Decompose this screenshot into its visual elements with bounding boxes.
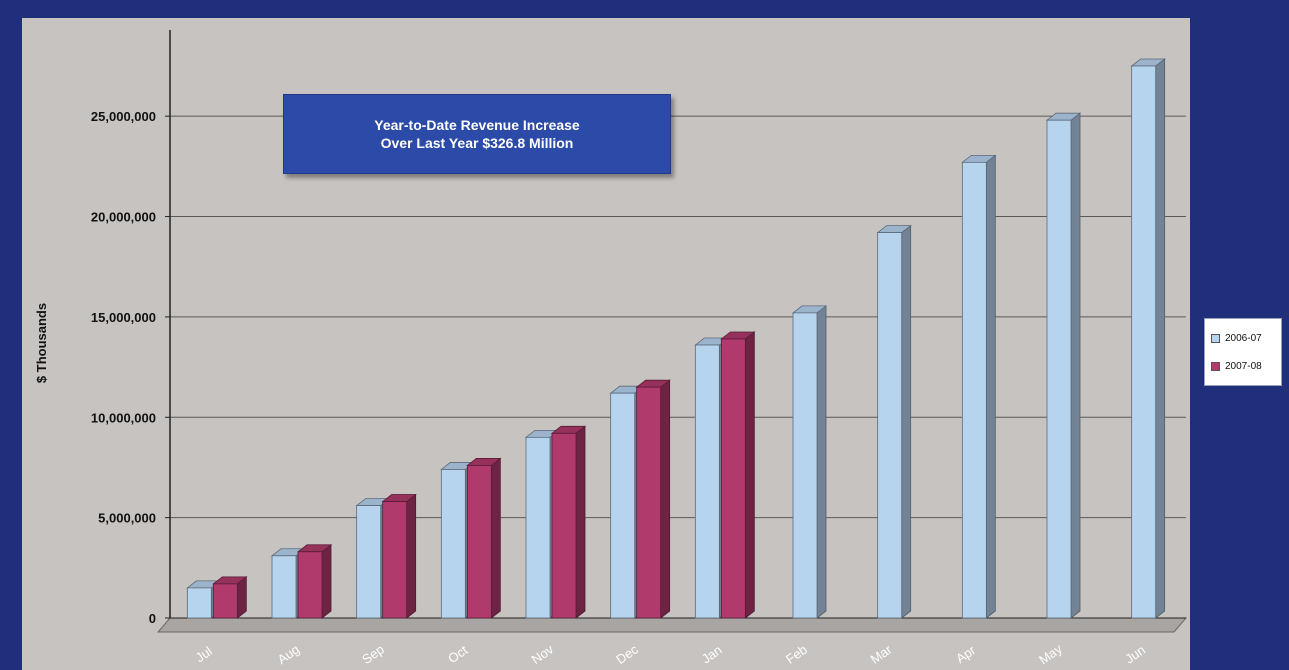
bar-front — [610, 392, 636, 619]
bar-side — [1155, 58, 1166, 619]
revenue-increase-callout: Year-to-Date Revenue Increase Over Last … — [283, 94, 671, 174]
bar-side — [406, 493, 417, 619]
bar-front — [186, 587, 212, 619]
chart-floor — [156, 617, 1188, 633]
bar-2006-07-Apr — [961, 154, 997, 619]
legend-label-2006-07: 2006-07 — [1225, 333, 1262, 344]
legend: 2006-07 2007-08 — [1204, 318, 1282, 386]
bar-front — [694, 344, 720, 619]
legend-label-2007-08: 2007-08 — [1225, 361, 1262, 372]
y-axis-label: $ Thousands — [34, 303, 49, 383]
y-tick-label: 25,000,000 — [91, 109, 156, 124]
bar-side — [744, 331, 755, 619]
y-tick-label: 10,000,000 — [91, 410, 156, 425]
bar-2007-08-Jul — [212, 576, 248, 619]
bar-2006-07-Jun — [1130, 58, 1166, 619]
bar-front — [792, 312, 818, 619]
bar-front — [1046, 119, 1072, 619]
bar-side — [985, 154, 996, 619]
chart-floor-plane — [156, 617, 1188, 633]
legend-item-2006-07: 2006-07 — [1211, 333, 1262, 344]
bar-front — [720, 338, 746, 619]
legend-swatch-2007-08 — [1211, 362, 1220, 371]
bar-side — [901, 224, 912, 619]
bar-front — [877, 232, 903, 619]
bar-2006-07-Feb — [791, 305, 828, 619]
bar-2006-07-May — [1045, 112, 1082, 619]
bar-front — [1131, 65, 1157, 619]
bar-side — [1070, 112, 1081, 619]
legend-swatch-2006-07 — [1211, 334, 1220, 343]
bar-side — [321, 543, 332, 619]
bar-front — [551, 432, 577, 619]
bar-2007-08-Sep — [381, 493, 417, 619]
bar-2007-08-Jan — [720, 331, 756, 619]
y-tick-label: 0 — [149, 611, 156, 626]
bar-2006-07-Mar — [876, 224, 912, 619]
callout-line-1: Year-to-Date Revenue Increase — [374, 117, 580, 133]
bar-front — [636, 386, 662, 619]
legend-item-2007-08: 2007-08 — [1211, 361, 1262, 372]
bar-front — [297, 551, 323, 619]
callout-line-2: Over Last Year $326.8 Million — [380, 135, 574, 151]
bar-front — [961, 161, 987, 619]
bar-front — [356, 505, 382, 619]
bar-side — [575, 425, 586, 619]
bar-side — [490, 457, 501, 619]
y-tick-label: 5,000,000 — [98, 511, 156, 526]
bar-2007-08-Nov — [550, 425, 587, 619]
bar-front — [525, 436, 551, 619]
bar-2007-08-Aug — [296, 543, 333, 619]
axes — [165, 30, 1186, 619]
bar-2007-08-Dec — [635, 379, 671, 619]
bar-side — [660, 379, 671, 619]
bar-front — [212, 583, 238, 619]
bar-side — [816, 305, 827, 619]
bar-front — [466, 465, 492, 619]
bar-front — [271, 555, 297, 619]
y-tick-label: 20,000,000 — [91, 210, 156, 225]
y-tick-label: 15,000,000 — [91, 310, 156, 325]
bar-front — [440, 469, 466, 619]
bar-2007-08-Oct — [466, 457, 502, 619]
bar-front — [382, 501, 408, 619]
bars — [186, 58, 1166, 619]
